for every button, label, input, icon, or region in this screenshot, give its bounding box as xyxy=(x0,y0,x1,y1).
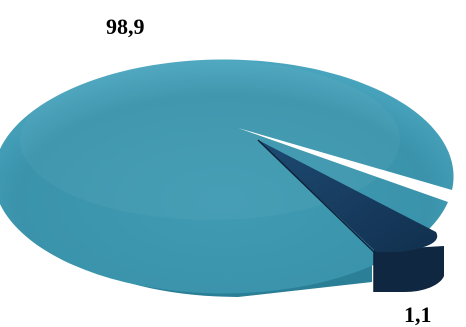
slice-1-1-edge xyxy=(257,139,375,292)
data-label-98-9: 98,9 xyxy=(106,14,145,39)
slice-1-1 xyxy=(258,140,438,252)
data-label-1-1: 1,1 xyxy=(404,302,432,327)
slice-1-1-side xyxy=(374,246,444,293)
slice-98-9 xyxy=(0,59,454,294)
